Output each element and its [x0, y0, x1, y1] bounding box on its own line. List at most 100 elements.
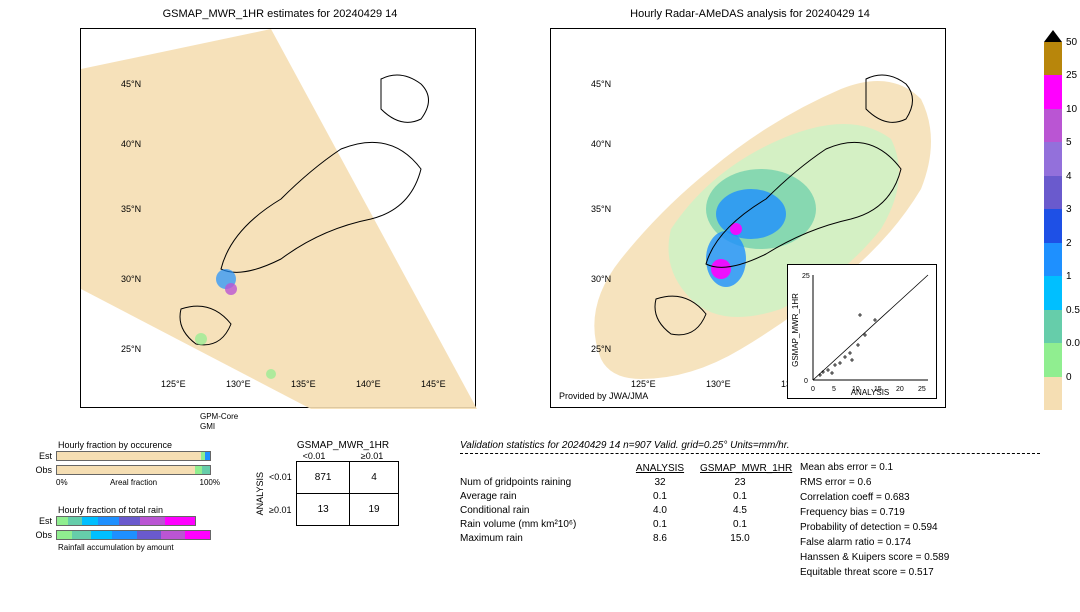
colorbar-segment: [1044, 343, 1062, 376]
colorbar-arrow-icon: [1044, 30, 1062, 42]
stats-row: Maximum rain8.615.0: [460, 533, 800, 544]
scatter-inset: ANALYSIS GSMAP_MWR_1HR 0510152025 025: [787, 264, 937, 399]
axis-label: Areal fraction: [110, 478, 157, 487]
sensor-label: GMI: [200, 422, 215, 431]
lat-tick: 45°N: [591, 79, 611, 89]
colorbar-tick-label: 5: [1066, 137, 1072, 148]
sensor-label: GPM-Core: [200, 412, 238, 421]
stats-col-head: ANALYSIS: [620, 463, 700, 474]
colorbar-tick-label: 3: [1066, 204, 1072, 215]
left-map: 45°N 40°N 35°N 30°N 25°N 125°E 130°E 135…: [80, 28, 476, 408]
svg-text:20: 20: [896, 386, 904, 393]
lat-tick: 30°N: [591, 274, 611, 284]
occ-title: Hourly fraction by occurence: [58, 440, 220, 450]
stats-label: Conditional rain: [460, 505, 620, 516]
ctable-row-head: ANALYSIS: [255, 472, 265, 515]
metric-line: Probability of detection = 0.594: [800, 520, 1030, 535]
lon-tick: 130°E: [226, 379, 251, 389]
colorbar: 502510543210.50.010: [1044, 30, 1062, 410]
stats-val: 0.1: [700, 491, 780, 502]
stats-col-head: GSMAP_MWR_1HR: [700, 463, 780, 474]
ctable-col-label: <0.01: [285, 451, 343, 461]
colorbar-segment: [1044, 377, 1062, 410]
lon-tick: 125°E: [631, 379, 656, 389]
lon-tick: 135°E: [291, 379, 316, 389]
colorbar-tick-label: 0: [1066, 372, 1072, 383]
lat-tick: 40°N: [591, 139, 611, 149]
axis-label: 100%: [200, 478, 220, 487]
svg-text:10: 10: [852, 386, 860, 393]
stats-val: 32: [620, 477, 700, 488]
lon-tick: 130°E: [706, 379, 731, 389]
stats-label: Average rain: [460, 491, 620, 502]
ctable-row-label: <0.01: [269, 472, 292, 482]
colorbar-segment: [1044, 142, 1062, 175]
stats-label: Rain volume (mm km²10⁶): [460, 519, 620, 530]
svg-text:25: 25: [918, 386, 926, 393]
stats-row: Conditional rain4.04.5: [460, 505, 800, 516]
stats-val: 0.1: [620, 519, 700, 530]
colorbar-segment: [1044, 109, 1062, 142]
colorbar-tick-label: 2: [1066, 238, 1072, 249]
validation-title: Validation statistics for 20240429 14 n=…: [460, 440, 1040, 454]
stats-val: 0.1: [700, 519, 780, 530]
validation-panel: Validation statistics for 20240429 14 n=…: [460, 440, 1040, 580]
metric-line: Equitable threat score = 0.517: [800, 565, 1030, 580]
colorbar-tick-label: 1: [1066, 271, 1072, 282]
metric-line: Hanssen & Kuipers score = 0.589: [800, 550, 1030, 565]
colorbar-segment: [1044, 209, 1062, 242]
stats-val: 23: [700, 477, 780, 488]
contingency-wrapper: GSMAP_MWR_1HR <0.01≥0.01 ANALYSIS <0.01 …: [255, 440, 401, 526]
stats-row: Rain volume (mm km²10⁶)0.10.1: [460, 519, 800, 530]
bar-label: Est: [30, 451, 56, 461]
lat-tick: 30°N: [121, 274, 141, 284]
lon-tick: 140°E: [356, 379, 381, 389]
lat-tick: 25°N: [121, 344, 141, 354]
axis-label: 0%: [56, 478, 68, 487]
ctable-row-label: ≥0.01: [269, 505, 292, 515]
svg-text:GSMAP_MWR_1HR: GSMAP_MWR_1HR: [791, 293, 800, 367]
ctable-col-head: GSMAP_MWR_1HR: [285, 440, 401, 451]
metric-line: Correlation coeff = 0.683: [800, 490, 1030, 505]
provided-label: Provided by JWA/JMA: [559, 391, 648, 401]
metrics-list: Mean abs error = 0.1RMS error = 0.6Corre…: [800, 460, 1030, 580]
metric-line: RMS error = 0.6: [800, 475, 1030, 490]
accum-title: Rainfall accumulation by amount: [58, 543, 220, 552]
colorbar-segment: [1044, 310, 1062, 343]
lat-tick: 45°N: [121, 79, 141, 89]
stats-val: 4.0: [620, 505, 700, 516]
right-map-title: Hourly Radar-AMeDAS analysis for 2024042…: [550, 8, 950, 20]
lat-tick: 35°N: [591, 204, 611, 214]
contingency-table: 8714 1319: [296, 461, 399, 526]
stats-val: 8.6: [620, 533, 700, 544]
stats-label: Num of gridpoints raining: [460, 477, 620, 488]
ctable-cell: 19: [350, 494, 398, 526]
svg-text:25: 25: [802, 273, 810, 280]
stats-val: 15.0: [700, 533, 780, 544]
ctable-col-label: ≥0.01: [343, 451, 401, 461]
metric-line: False alarm ratio = 0.174: [800, 535, 1030, 550]
stats-row: Num of gridpoints raining3223: [460, 477, 800, 488]
stats-row: Average rain0.10.1: [460, 491, 800, 502]
lon-tick: 125°E: [161, 379, 186, 389]
colorbar-segment: [1044, 75, 1062, 108]
colorbar-segment: [1044, 176, 1062, 209]
lat-tick: 35°N: [121, 204, 141, 214]
colorbar-tick-label: 50: [1066, 37, 1077, 48]
ctable-cell: 871: [296, 462, 350, 494]
colorbar-segment: [1044, 276, 1062, 309]
colorbar-segment: [1044, 243, 1062, 276]
stats-label: Maximum rain: [460, 533, 620, 544]
totalrain-bars: Hourly fraction of total rain Est Obs Ra…: [30, 505, 220, 552]
ctable-cell: 4: [350, 462, 398, 494]
colorbar-segment: [1044, 42, 1062, 75]
svg-text:0: 0: [811, 386, 815, 393]
right-map: 45°N 40°N 35°N 30°N 25°N 125°E 130°E 135…: [550, 28, 946, 408]
stats-val: 4.5: [700, 505, 780, 516]
lat-tick: 25°N: [591, 344, 611, 354]
metric-line: Frequency bias = 0.719: [800, 505, 1030, 520]
colorbar-tick-label: 25: [1066, 70, 1077, 81]
occurrence-bars: Hourly fraction by occurence Est Obs 0% A…: [30, 440, 220, 487]
total-title: Hourly fraction of total rain: [58, 505, 220, 515]
bar-label: Obs: [30, 465, 56, 475]
